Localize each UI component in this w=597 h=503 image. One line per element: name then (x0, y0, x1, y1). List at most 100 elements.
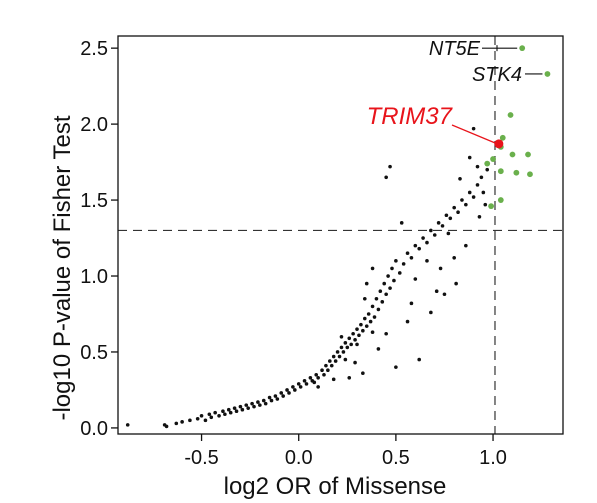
data-point (370, 330, 375, 335)
data-point (413, 243, 418, 248)
data-point (388, 164, 392, 169)
data-point (471, 126, 476, 131)
data-point (464, 243, 468, 248)
gene-label-nt5e: NT5E (429, 38, 481, 60)
data-point (244, 403, 249, 407)
data-point (440, 224, 445, 228)
data-point (436, 221, 441, 225)
data-point (475, 183, 480, 187)
data-point (324, 363, 328, 368)
data-point (250, 401, 254, 406)
data-point (275, 397, 280, 401)
data-point (409, 301, 414, 306)
data-point (382, 281, 387, 286)
threshold-lines (118, 36, 563, 434)
data-point (432, 233, 437, 237)
data-point (485, 167, 490, 172)
data-point (316, 375, 320, 380)
x-tick-label: -0.5 (184, 447, 218, 469)
leader-line-trim37 (451, 124, 496, 144)
data-point (226, 407, 231, 412)
data-point (256, 400, 260, 404)
data-point (308, 375, 313, 380)
data-point (240, 407, 245, 412)
gene-label-trim37: TRIM37 (367, 103, 454, 130)
data-point (384, 175, 388, 180)
significant-point (509, 151, 516, 158)
data-point (246, 406, 250, 410)
data-point (399, 221, 404, 225)
data-point (203, 418, 208, 423)
data-point (483, 202, 488, 207)
data-point (384, 331, 388, 336)
x-tick-label: 0.5 (382, 447, 410, 469)
data-point (331, 377, 336, 382)
data-point (446, 231, 451, 236)
data-point (287, 391, 291, 395)
data-point (164, 424, 169, 429)
data-point (273, 394, 278, 398)
data-point (452, 255, 456, 260)
data-point (312, 380, 317, 385)
data-point (328, 359, 332, 363)
data-point (213, 410, 217, 415)
significant-point (507, 112, 514, 118)
axes: 0.0 0.5 1.0 1.5 2.0 2.5 -0.5 0.0 0.5 1.0 (80, 35, 564, 469)
data-point (370, 304, 375, 309)
data-point (207, 412, 212, 417)
data-point (269, 398, 274, 403)
data-point (368, 319, 373, 324)
data-point (386, 274, 390, 278)
data-point (434, 289, 439, 294)
data-point (188, 418, 192, 423)
data-point (285, 388, 289, 392)
data-point (347, 336, 352, 341)
data-point (195, 417, 200, 421)
data-point (353, 338, 357, 342)
data-point (353, 360, 357, 365)
data-point (349, 342, 353, 347)
data-point (263, 401, 268, 406)
data-point (345, 345, 350, 350)
data-point (417, 246, 422, 251)
data-point (228, 410, 233, 415)
data-point (460, 198, 464, 202)
gene-label-stk4: STK4 (472, 64, 522, 86)
data-point (392, 278, 396, 283)
data-point (438, 266, 443, 271)
data-point (390, 266, 394, 271)
data-point (180, 420, 184, 424)
x-axis-label: log2 OR of Missense (224, 473, 447, 500)
data-point (221, 409, 225, 414)
data-point (322, 372, 326, 377)
data-point (425, 259, 429, 263)
data-point (442, 292, 447, 297)
data-point (341, 350, 346, 354)
data-point (376, 307, 381, 312)
data-point (329, 363, 334, 368)
plot-frame (117, 35, 564, 435)
data-point (366, 312, 371, 316)
data-point (413, 277, 418, 281)
background-points (125, 126, 490, 429)
data-point (378, 289, 383, 294)
data-point (252, 404, 256, 409)
data-point (361, 328, 365, 333)
data-point (357, 333, 361, 338)
data-point (481, 190, 486, 195)
data-point (458, 176, 462, 181)
y-tick-label: 2.0 (80, 114, 108, 136)
significant-point (513, 169, 520, 176)
data-point (199, 413, 204, 418)
data-point (452, 205, 456, 210)
data-point (405, 319, 410, 324)
data-point (380, 300, 385, 304)
data-point (333, 359, 338, 363)
x-tick-label: 1.0 (479, 447, 507, 469)
y-tick-label: 0.5 (80, 342, 108, 364)
data-point (296, 382, 301, 386)
data-point (479, 175, 484, 180)
data-point (417, 357, 422, 362)
significant-point (544, 71, 551, 77)
